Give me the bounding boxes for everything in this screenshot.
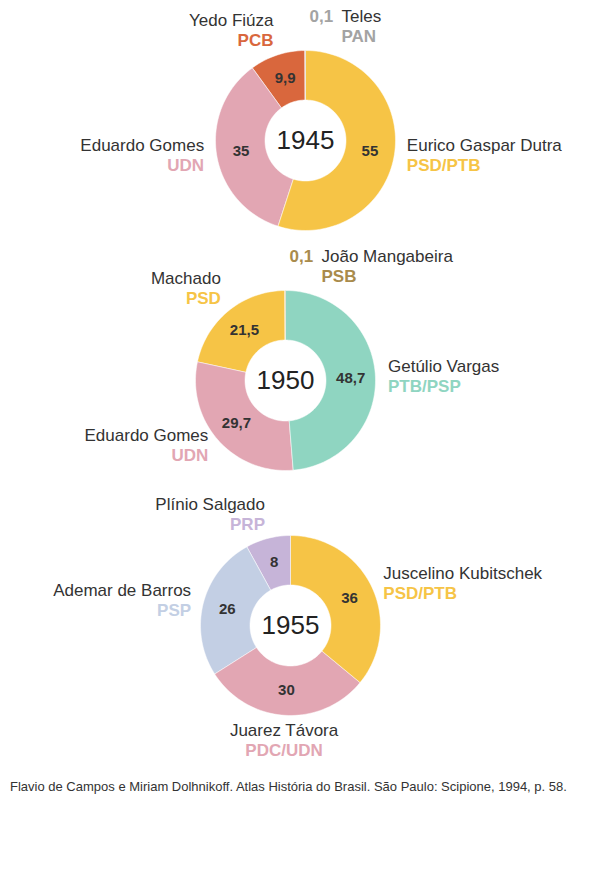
- svg-text:Juarez Távora: Juarez Távora: [230, 721, 339, 740]
- svg-text:PDC/UDN: PDC/UDN: [245, 741, 322, 760]
- svg-text:55: 55: [362, 142, 379, 159]
- svg-text:PSD: PSD: [186, 289, 221, 308]
- svg-text:Ademar de Barros: Ademar de Barros: [53, 581, 191, 600]
- svg-text:0,1: 0,1: [290, 247, 314, 266]
- svg-text:PTB/PSP: PTB/PSP: [388, 377, 461, 396]
- svg-text:Yedo Fiúza: Yedo Fiúza: [189, 11, 274, 30]
- svg-text:9,9: 9,9: [275, 69, 296, 86]
- svg-text:PSP: PSP: [157, 601, 191, 620]
- svg-text:Juscelino Kubitschek: Juscelino Kubitschek: [383, 564, 542, 583]
- svg-text:36: 36: [341, 589, 358, 606]
- svg-text:UDN: UDN: [167, 156, 204, 175]
- html-text:Flavio de Campos e Miriam Dolh: Flavio de Campos e Miriam Dolhnikoff. At…: [10, 779, 567, 794]
- svg-text:26: 26: [219, 600, 236, 617]
- svg-text:1945: 1945: [277, 125, 335, 155]
- svg-text:PAN: PAN: [342, 27, 377, 46]
- svg-text:UDN: UDN: [171, 446, 208, 465]
- svg-text:8: 8: [270, 553, 278, 570]
- svg-text:PSB: PSB: [322, 267, 357, 286]
- svg-text:Machado: Machado: [151, 269, 221, 288]
- svg-text:Plínio Salgado: Plínio Salgado: [155, 495, 265, 514]
- svg-text:30: 30: [278, 681, 295, 698]
- svg-text:48,7: 48,7: [336, 369, 365, 386]
- svg-text:1950: 1950: [257, 365, 315, 395]
- svg-text:Eduardo Gomes: Eduardo Gomes: [80, 136, 204, 155]
- svg-text:Teles: Teles: [342, 7, 382, 26]
- svg-text:João Mangabeira: João Mangabeira: [322, 247, 454, 266]
- svg-text:35: 35: [233, 142, 250, 159]
- svg-text:PCB: PCB: [238, 31, 274, 50]
- svg-text:Getúlio Vargas: Getúlio Vargas: [388, 357, 499, 376]
- svg-text:PRP: PRP: [230, 515, 265, 534]
- svg-text:0,1: 0,1: [310, 7, 334, 26]
- svg-text:PSD/PTB: PSD/PTB: [383, 584, 457, 603]
- svg-text:21,5: 21,5: [230, 321, 259, 338]
- svg-text:Eduardo Gomes: Eduardo Gomes: [85, 426, 209, 445]
- svg-text:PSD/PTB: PSD/PTB: [407, 156, 481, 175]
- svg-text:29,7: 29,7: [222, 414, 251, 431]
- svg-text:Eurico Gaspar Dutra: Eurico Gaspar Dutra: [407, 136, 562, 155]
- svg-text:1955: 1955: [262, 610, 320, 640]
